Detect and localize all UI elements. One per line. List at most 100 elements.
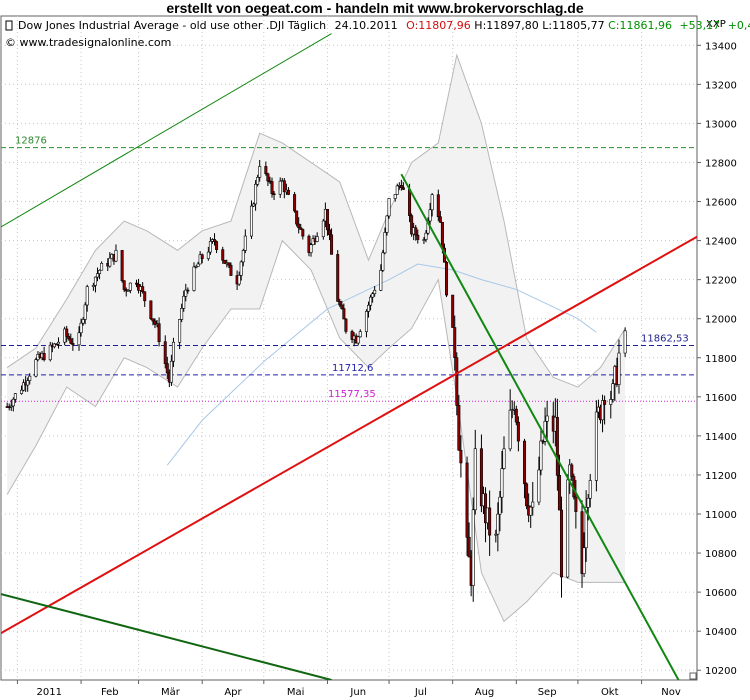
x-tick-label: Okt: [601, 687, 619, 698]
candle-body: [34, 359, 38, 377]
candle-body: [580, 511, 584, 574]
candle-body: [358, 331, 362, 338]
candle-body: [539, 440, 543, 471]
candle-body: [184, 289, 188, 297]
candle-body: [502, 448, 506, 469]
horizontal-levels: 12876 11862,53 11712,6 11577,35: [1, 136, 697, 402]
candle-body: [473, 448, 477, 511]
candle-body: [438, 216, 442, 223]
candle-body: [141, 286, 145, 293]
level-label: 12876: [15, 136, 47, 147]
candle-body: [373, 290, 377, 295]
candle-body: [22, 382, 26, 391]
candles: [5, 159, 627, 602]
candle-body: [26, 380, 30, 386]
candle-body: [48, 344, 52, 361]
candle-body: [430, 194, 434, 211]
candle-body: [325, 208, 329, 231]
candle-body: [196, 263, 200, 267]
candle-body: [71, 342, 75, 346]
band-upper: [6, 53, 626, 388]
candle-body: [514, 408, 518, 423]
candle-body: [455, 357, 459, 406]
candle-body: [93, 276, 97, 286]
candle-body: [149, 300, 153, 320]
y-axis-title: XXP: [706, 19, 726, 30]
candle-body: [213, 239, 217, 242]
candle-body: [85, 286, 89, 306]
candle-body: [293, 194, 297, 212]
candle-body: [91, 285, 95, 287]
candle-body: [108, 257, 112, 267]
y-tick-label: 12200: [705, 276, 737, 287]
candle-body: [617, 352, 621, 385]
x-tick-label: Feb: [101, 687, 119, 698]
candle-body: [537, 469, 541, 503]
candle-body: [574, 496, 578, 512]
y-tick-label: 11400: [705, 432, 737, 443]
candle-body: [344, 318, 348, 332]
candle-body: [516, 421, 520, 442]
candle-body: [208, 241, 212, 253]
candle-body: [272, 193, 276, 195]
candle-body: [498, 496, 502, 515]
candle-body: [393, 193, 397, 199]
candle-body: [623, 330, 627, 354]
candle-body: [241, 250, 245, 263]
candle-body: [56, 341, 60, 345]
candle-body: [254, 183, 258, 205]
level-label: 11577,35: [328, 389, 376, 400]
candle-body: [555, 416, 559, 476]
candle-body: [299, 227, 303, 230]
candle-body: [122, 280, 126, 290]
candle-body: [410, 215, 414, 235]
candle-body: [157, 323, 161, 343]
x-tick-label: Mär: [161, 687, 181, 698]
candle-body: [588, 480, 592, 499]
y-tick-label: 11600: [705, 393, 737, 404]
candle-body: [479, 448, 483, 507]
level-label: 11712,6: [332, 363, 373, 374]
bollinger-band: [6, 53, 626, 623]
candle-body: [385, 215, 389, 233]
candle-body: [52, 343, 56, 348]
candle-body: [445, 262, 449, 296]
info-date: 24.10.2011: [335, 19, 398, 32]
candle-body: [566, 479, 570, 578]
candle-body: [194, 266, 198, 268]
candle-body: [163, 341, 167, 364]
candle-body: [215, 241, 219, 250]
candle-body: [584, 507, 588, 549]
candle-body: [557, 475, 561, 511]
moving-average-line: [166, 263, 597, 466]
candle-body: [128, 282, 132, 291]
x-tick-label: Sep: [538, 687, 557, 698]
candle-body: [457, 405, 461, 451]
candle-body: [206, 251, 210, 259]
candle-body: [266, 173, 270, 182]
candle-body: [223, 259, 227, 264]
candle-body: [295, 210, 299, 225]
candle-body: [258, 166, 262, 178]
candle-body: [356, 336, 360, 344]
candle-body: [387, 198, 391, 217]
candle-body: [98, 269, 102, 274]
info-high: H:11897,80: [474, 19, 538, 32]
candle-body: [451, 294, 455, 328]
candle-body: [582, 547, 586, 574]
green-down-trendline: [400, 173, 680, 680]
y-tick-label: 10400: [705, 627, 737, 638]
candle-body: [135, 282, 139, 285]
candle-body: [249, 205, 253, 237]
candle-body: [151, 318, 155, 322]
candle-body: [198, 254, 202, 265]
candle-body: [321, 220, 325, 237]
candle-body: [453, 327, 457, 358]
candle-body: [11, 398, 15, 407]
candle-body: [239, 261, 243, 276]
candle-body: [252, 203, 256, 207]
info-change: +53,17: [679, 19, 720, 32]
candle-body: [243, 235, 247, 251]
candle-body: [336, 254, 340, 302]
candle-body: [531, 501, 535, 508]
